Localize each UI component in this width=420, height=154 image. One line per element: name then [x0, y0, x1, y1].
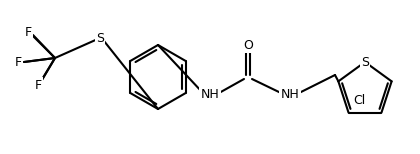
Text: NH: NH [281, 89, 299, 101]
Text: F: F [14, 55, 21, 69]
Text: S: S [361, 55, 369, 69]
Text: F: F [34, 79, 42, 91]
Text: S: S [96, 32, 104, 45]
Text: F: F [24, 26, 32, 38]
Text: O: O [243, 38, 253, 51]
Text: Cl: Cl [354, 94, 366, 107]
Text: NH: NH [201, 89, 219, 101]
